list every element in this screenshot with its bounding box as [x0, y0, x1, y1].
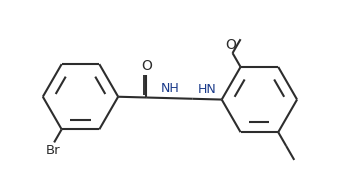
- Text: O: O: [225, 38, 236, 52]
- Text: NH: NH: [161, 82, 179, 95]
- Text: HN: HN: [198, 83, 217, 96]
- Text: Br: Br: [46, 144, 61, 157]
- Text: O: O: [141, 59, 152, 73]
